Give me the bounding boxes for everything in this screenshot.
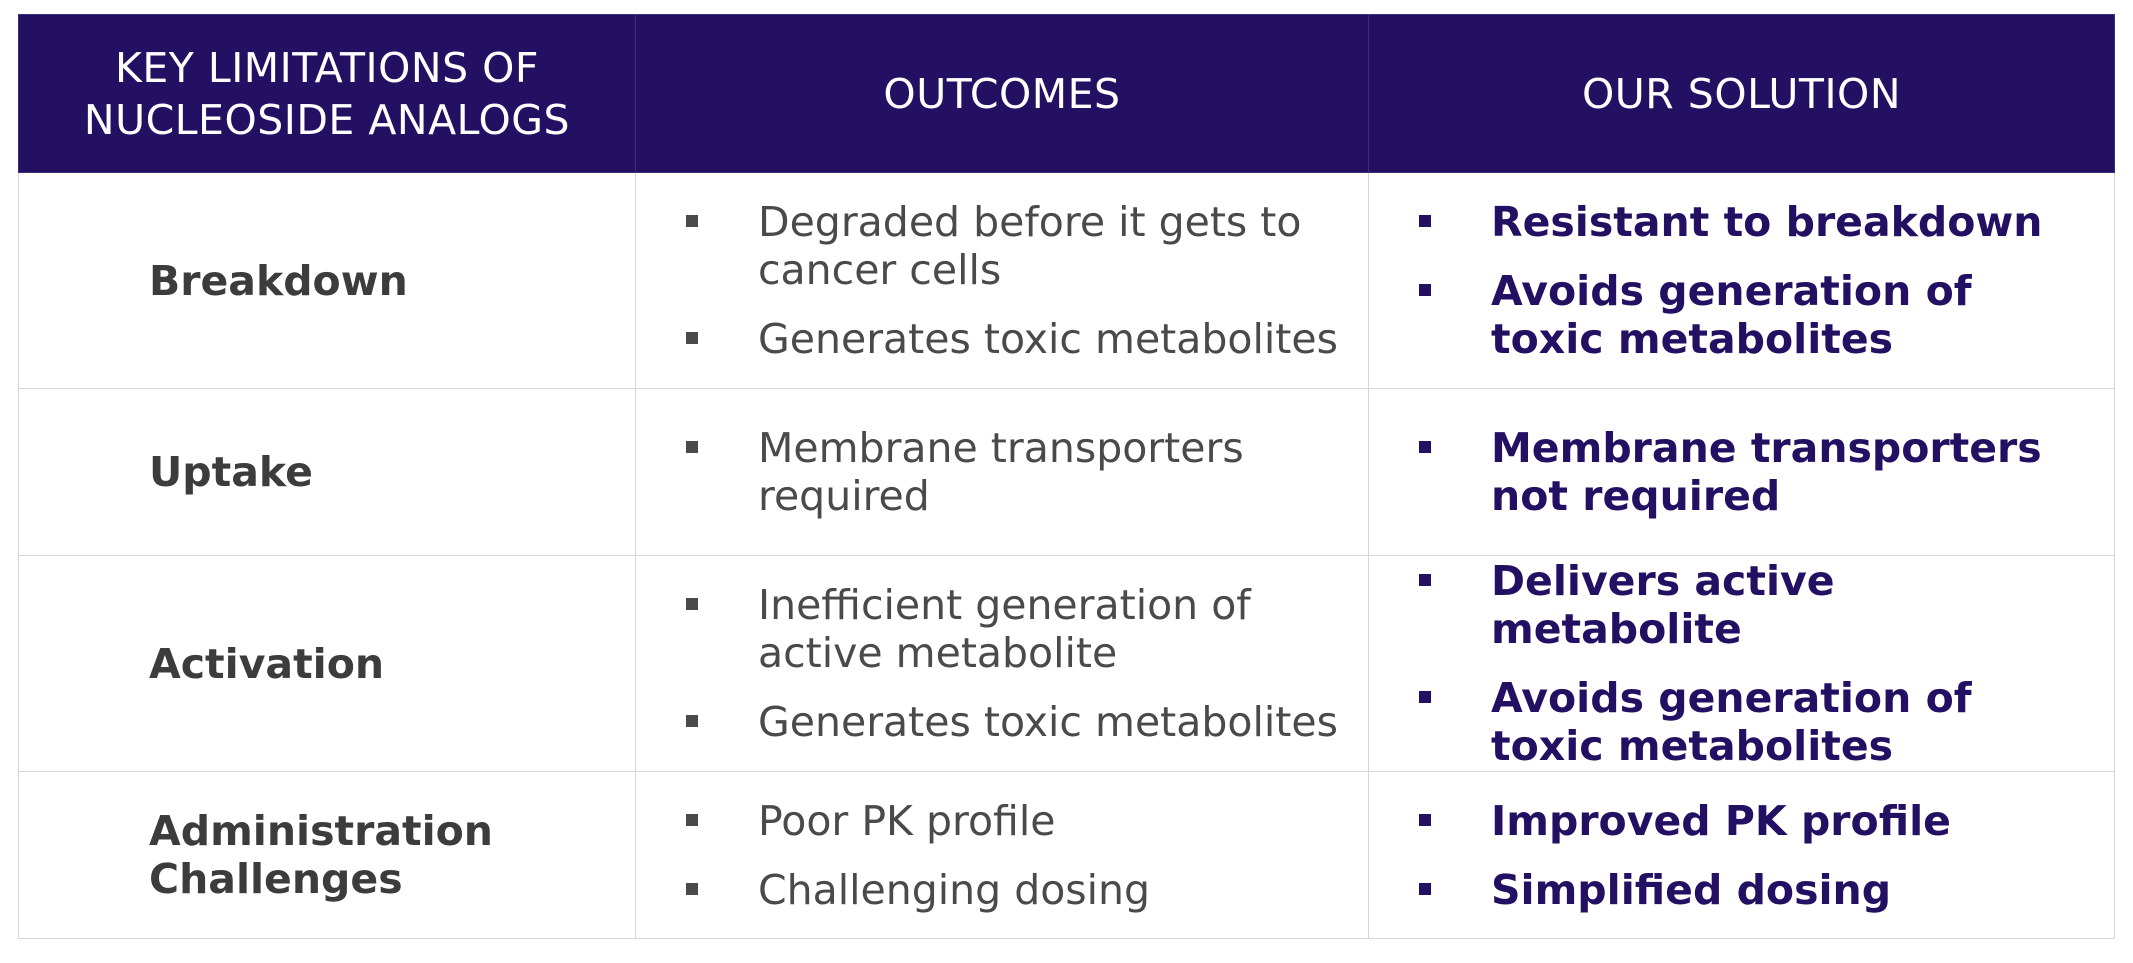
bullet-square-icon [1419,574,1431,586]
outcomes-cell: Degraded before it gets to cancer cells … [635,172,1369,389]
list-item: Membrane transporters not required [1369,424,2114,520]
outcome-text: Generates toxic metabolites [758,315,1338,363]
header-key-limitations: KEY LIMITATIONS OF NUCLEOSIDE ANALOGS [18,14,636,173]
bullet-square-icon [686,441,698,453]
comparison-table: KEY LIMITATIONS OF NUCLEOSIDE ANALOGS OU… [18,14,2115,939]
list-item: Delivers active metabolite [1369,557,2114,653]
list-item: Avoids generation of toxic metabolites [1369,674,2114,770]
outcomes-cell: Inefficient generation of active metabol… [635,555,1369,772]
row-label: Administration Challenges [18,771,636,939]
solutions-list: Membrane transporters not required [1369,424,2114,520]
header-row: KEY LIMITATIONS OF NUCLEOSIDE ANALOGS OU… [18,14,2115,173]
header-outcomes: OUTCOMES [635,14,1369,173]
table-row: Breakdown Degraded before it gets to can… [18,172,2115,389]
list-item: Simplified dosing [1369,866,2114,914]
bullet-square-icon [1419,691,1431,703]
outcomes-cell: Poor PK profile Challenging dosing [635,771,1369,939]
bullet-square-icon [1419,284,1431,296]
list-item: Poor PK profile [636,797,1368,845]
bullet-square-icon [1419,215,1431,227]
outcomes-list: Poor PK profile Challenging dosing [636,797,1368,914]
solution-text: Avoids generation of toxic metabolites [1491,267,1972,363]
outcome-text: Challenging dosing [758,865,1151,914]
solution-text: Improved PK profile [1491,796,1951,845]
solution-text: Membrane transporters not required [1491,424,2042,520]
outcome-text: Generates toxic metabolites [758,698,1338,746]
list-item: Membrane transporters required [636,424,1368,520]
header-key-limitations-line1: KEY LIMITATIONS OF [115,43,539,92]
bullet-square-icon [686,882,698,895]
header-key-limitations-line2: NUCLEOSIDE ANALOGS [83,95,571,144]
outcome-text: Poor PK profile [758,796,1056,845]
bullet-square-icon [1419,441,1431,453]
row-label-line1: Administration [149,807,493,855]
solutions-list: Improved PK profile Simplified dosing [1369,797,2114,914]
list-item: Avoids generation of toxic metabolites [1369,267,2114,363]
list-item: Improved PK profile [1369,797,2114,845]
table-row: Administration Challenges Poor PK profil… [18,771,2115,939]
outcomes-cell: Membrane transporters required [635,388,1369,556]
list-item: Inefficient generation of active metabol… [636,581,1368,677]
outcomes-list: Degraded before it gets to cancer cells … [636,198,1368,363]
solutions-list: Resistant to breakdown Avoids generation… [1369,198,2114,363]
bullet-square-icon [686,813,698,826]
solution-text: Avoids generation of toxic metabolites [1491,674,1972,770]
solutions-list: Delivers active metabolite Avoids genera… [1369,557,2114,770]
solutions-cell: Resistant to breakdown Avoids generation… [1368,172,2115,389]
row-label: Uptake [18,388,636,556]
row-label: Activation [18,555,636,772]
bullet-square-icon [1419,813,1431,826]
row-label-line2: Challenges [149,855,403,903]
solution-text: Delivers active metabolite [1491,557,1835,653]
bullet-square-icon [686,715,698,727]
outcome-text: Membrane transporters required [758,424,1244,520]
bullet-square-icon [1419,882,1431,895]
outcome-text: Degraded before it gets to cancer cells [758,198,1302,294]
list-item: Degraded before it gets to cancer cells [636,198,1368,294]
outcomes-list: Inefficient generation of active metabol… [636,581,1368,746]
bullet-square-icon [686,332,698,344]
row-label: Breakdown [18,172,636,389]
outcome-text: Inefficient generation of active metabol… [758,581,1251,677]
solutions-cell: Delivers active metabolite Avoids genera… [1368,555,2115,772]
bullet-square-icon [686,215,698,227]
list-item: Challenging dosing [636,866,1368,914]
header-our-solution: OUR SOLUTION [1368,14,2115,173]
table-row: Activation Inefficient generation of act… [18,555,2115,772]
solutions-cell: Membrane transporters not required [1368,388,2115,556]
solution-text: Simplified dosing [1491,865,1892,914]
list-item: Generates toxic metabolites [636,698,1368,746]
list-item: Resistant to breakdown [1369,198,2114,246]
solutions-cell: Improved PK profile Simplified dosing [1368,771,2115,939]
bullet-square-icon [686,598,698,610]
outcomes-list: Membrane transporters required [636,424,1368,520]
table-row: Uptake Membrane transporters required Me… [18,388,2115,556]
solution-text: Resistant to breakdown [1491,198,2043,246]
list-item: Generates toxic metabolites [636,315,1368,363]
